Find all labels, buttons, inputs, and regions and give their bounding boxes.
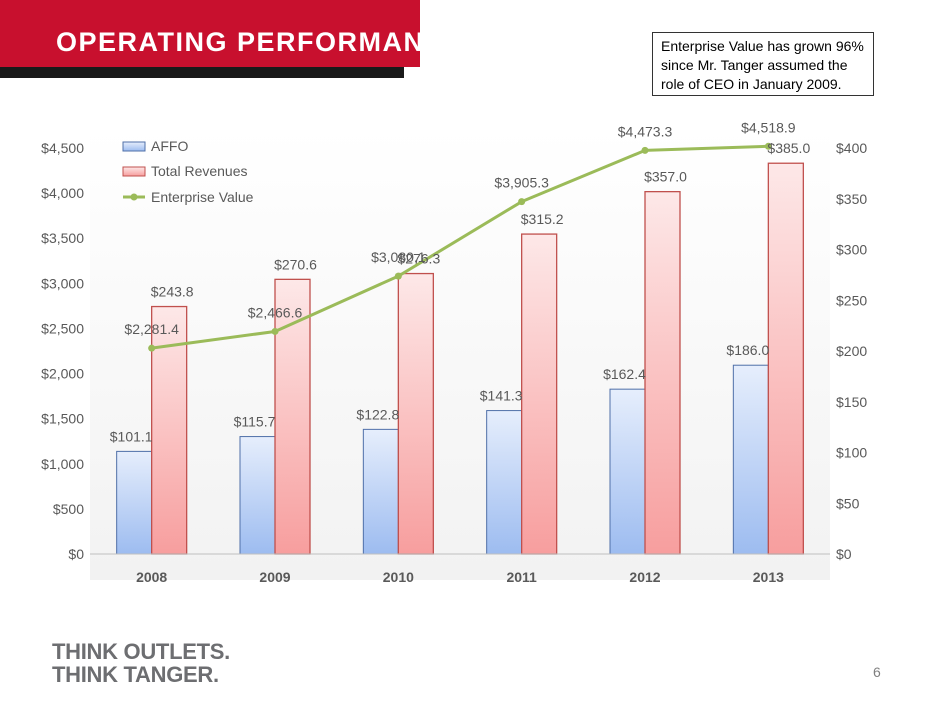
right-tick-label: $0 xyxy=(836,546,852,562)
enterprise-value-point xyxy=(641,146,649,154)
enterprise-value-data-label: $4,518.9 xyxy=(741,119,796,135)
affo-bar xyxy=(239,436,276,555)
left-tick-label: $2,500 xyxy=(41,320,84,336)
enterprise-value-point xyxy=(148,344,156,352)
affo-data-label: $101.1 xyxy=(110,428,153,444)
x-tick-label: 2008 xyxy=(136,569,167,585)
revenue-data-label: $270.6 xyxy=(274,256,317,272)
enterprise-value-data-label: $4,473.3 xyxy=(618,123,673,139)
x-tick-label: 2012 xyxy=(629,569,660,585)
enterprise-value-data-label: $2,466.6 xyxy=(248,304,303,320)
left-tick-label: $0 xyxy=(68,546,84,562)
revenue-data-label: $357.0 xyxy=(644,169,687,185)
enterprise-value-line xyxy=(148,142,772,352)
enterprise-value-polyline xyxy=(151,144,769,350)
logo-line-2: THINK TANGER. xyxy=(52,662,219,687)
logo-line-1: THINK OUTLETS. xyxy=(52,639,230,664)
legend-ev-label: Enterprise Value xyxy=(151,189,254,205)
enterprise-value-data-label: $3,905.3 xyxy=(494,175,549,191)
affo-data-label: $141.3 xyxy=(480,388,523,404)
affo-bar xyxy=(732,364,769,555)
left-tick-label: $1,500 xyxy=(41,411,84,427)
left-tick-label: $3,500 xyxy=(41,230,84,246)
page-number: 6 xyxy=(873,664,881,680)
enterprise-value-data-label: $2,281.4 xyxy=(124,321,179,337)
right-tick-label: $200 xyxy=(836,343,867,359)
tanger-logo: THINK OUTLETS. THINK TANGER. xyxy=(52,640,230,686)
left-tick-label: $2,000 xyxy=(41,366,84,382)
affo-bar xyxy=(116,450,153,555)
x-tick-label: 2011 xyxy=(506,569,537,585)
affo-bar xyxy=(486,410,523,555)
right-tick-label: $100 xyxy=(836,445,867,461)
right-tick-label: $50 xyxy=(836,495,860,511)
affo-bar xyxy=(362,428,399,555)
right-tick-label: $400 xyxy=(836,140,867,156)
right-tick-label: $300 xyxy=(836,242,867,258)
revenue-data-label: $243.8 xyxy=(151,284,194,300)
legend-affo-label: AFFO xyxy=(151,138,188,154)
bars xyxy=(116,162,804,555)
affo-data-label: $115.7 xyxy=(234,414,276,430)
left-tick-label: $3,000 xyxy=(41,275,84,291)
left-tick-label: $4,000 xyxy=(41,185,84,201)
revenue-data-label: $385.0 xyxy=(767,140,810,156)
enterprise-value-point xyxy=(764,142,772,150)
revenue-bar xyxy=(521,233,558,555)
right-tick-label: $250 xyxy=(836,292,867,308)
plot-background xyxy=(90,128,830,580)
left-tick-label: $1,000 xyxy=(41,456,84,472)
revenue-bar xyxy=(644,190,681,555)
enterprise-value-point xyxy=(518,198,526,206)
legend-revenue-label: Total Revenues xyxy=(151,163,248,179)
legend: AFFO Total Revenues Enterprise Value xyxy=(122,138,254,205)
revenue-bar xyxy=(767,162,804,555)
revenue-data-label: $315.2 xyxy=(521,211,564,227)
right-tick-label: $150 xyxy=(836,394,867,410)
title-bar: OPERATING PERFORMANCE xyxy=(0,0,464,67)
page-title: OPERATING PERFORMANCE xyxy=(56,27,466,57)
affo-bar xyxy=(609,388,646,555)
right-tick-label: $350 xyxy=(836,191,867,207)
enterprise-value-point xyxy=(394,272,402,280)
x-tick-label: 2009 xyxy=(259,569,290,585)
enterprise-value-data-label: $3,080.1 xyxy=(371,249,426,265)
data-labels: $101.1 $243.8 $115.7 $270.6 $122.8 $276.3 $141… xyxy=(110,119,811,444)
x-tick-label: 2013 xyxy=(753,569,784,585)
enterprise-value-point xyxy=(271,327,279,335)
x-tick-label: 2010 xyxy=(383,569,414,585)
left-tick-label: $500 xyxy=(53,501,84,517)
revenue-bar xyxy=(274,278,311,555)
affo-data-label: $122.8 xyxy=(356,406,399,422)
right-axis: $0 $50 $100 $150 $200 $250 $300 $350 $400 xyxy=(836,140,867,562)
left-axis: $0 $500 $1,000 $1,500 $2,000 $2,500 $3,000 $3,5… xyxy=(41,140,84,562)
legend-affo-swatch xyxy=(122,141,146,152)
revenue-data-label: $276.3 xyxy=(397,251,440,267)
x-axis: 2008 2009 2010 2011 2012 2013 xyxy=(90,553,830,585)
left-tick-label: $4,500 xyxy=(41,140,84,156)
legend-ev-swatch-point xyxy=(130,193,138,201)
revenue-bar xyxy=(397,272,434,555)
affo-data-label: $162.4 xyxy=(603,366,646,382)
callout-note: Enterprise Value has grown 96% since Mr.… xyxy=(652,32,874,96)
legend-revenue-swatch xyxy=(122,166,146,177)
affo-data-label: $186.0 xyxy=(726,342,769,358)
